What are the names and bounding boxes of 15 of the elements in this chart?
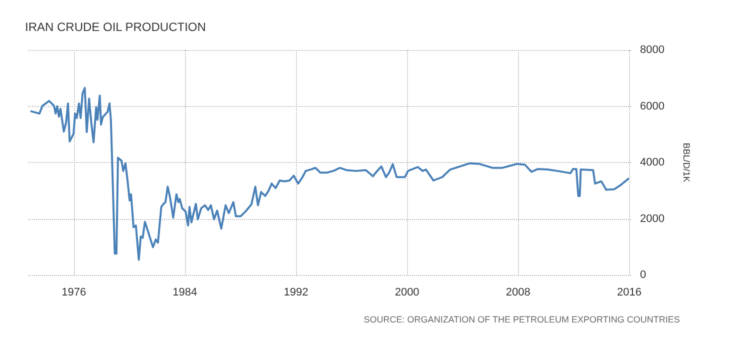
y-tick-label: 6000	[640, 100, 664, 112]
source-note: SOURCE: ORGANIZATION OF THE PETROLEUM EXPORTING COUNTRIES	[364, 314, 680, 324]
chart-title: IRAN CRUDE OIL PRODUCTION	[25, 20, 206, 34]
x-tick-label: 2008	[506, 286, 530, 298]
line-series	[30, 86, 630, 261]
y-tick-label: 2000	[640, 212, 664, 225]
y-tick-label: 8000	[640, 44, 664, 56]
y-tick-label: 0	[640, 269, 646, 281]
x-tick-label: 1992	[284, 286, 308, 298]
x-tick-label: 2016	[616, 286, 642, 298]
x-tick-label: 2000	[394, 286, 420, 298]
x-tick-label: 1984	[172, 286, 198, 298]
y-tick-label: 4000	[640, 156, 664, 168]
y-axis-title: BBL/D/1K	[682, 142, 692, 182]
x-tick-label: 1976	[62, 286, 86, 298]
